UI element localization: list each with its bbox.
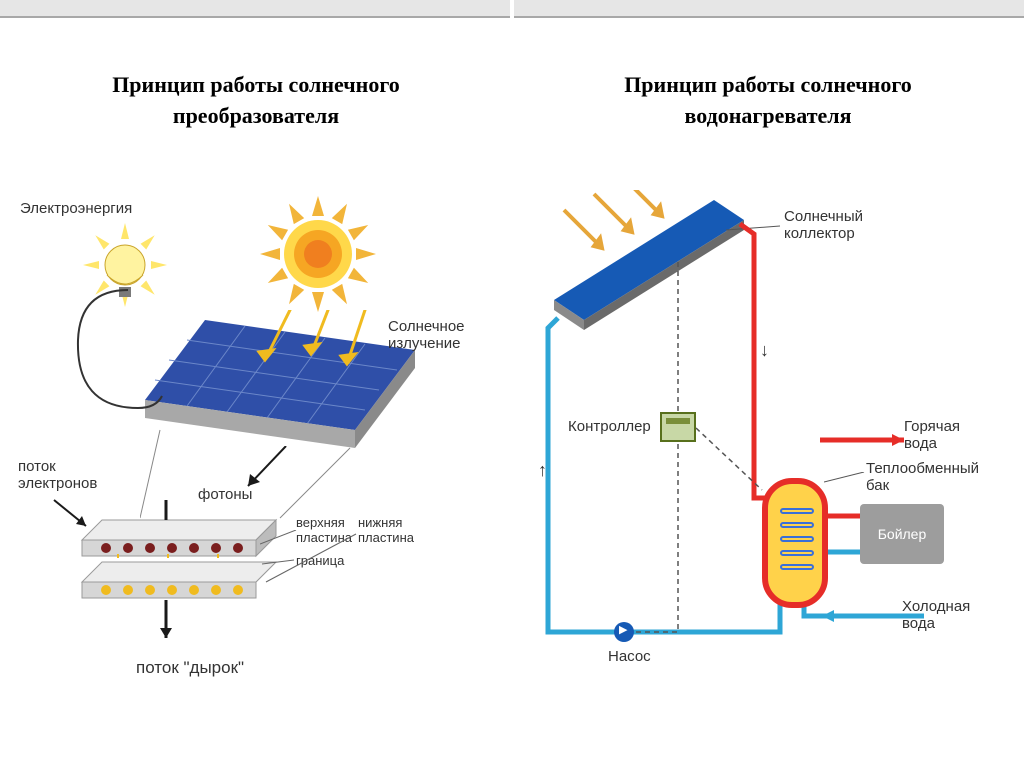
label-electron-flow-l1: поток bbox=[18, 458, 56, 475]
arrow-photons bbox=[242, 446, 302, 506]
titles-row: Принцип работы солнечного преобразовател… bbox=[0, 70, 1024, 132]
label-solar-radiation-l1: Солнечное bbox=[388, 318, 465, 335]
pump-icon bbox=[614, 622, 634, 642]
boiler-box: Бойлер bbox=[860, 504, 944, 564]
title-right-l1: Принцип работы солнечного bbox=[624, 72, 912, 97]
label-electricity: Электроэнергия bbox=[20, 200, 132, 217]
label-cold-water-l2: вода bbox=[902, 615, 935, 632]
label-exchanger: Теплообменный бак bbox=[866, 460, 979, 495]
arrow-up-icon: ↑ bbox=[538, 460, 547, 481]
plate-label-leaders bbox=[260, 530, 420, 600]
label-hot-water-l1: Горячая bbox=[904, 418, 960, 435]
heat-exchange-tank bbox=[762, 478, 828, 608]
label-hot-water: Горячая вода bbox=[904, 418, 960, 453]
label-solar-radiation: Солнечное излучение bbox=[388, 318, 465, 353]
title-left-l1: Принцип работы солнечного bbox=[112, 72, 400, 97]
arrow-down-icon: ↓ bbox=[760, 340, 769, 361]
solar-converter-diagram: Электроэнергия bbox=[20, 200, 510, 720]
label-top-plate-l1: верхняя bbox=[296, 515, 345, 530]
boiler-label: Бойлер bbox=[878, 526, 927, 542]
label-hole-flow: поток "дырок" bbox=[136, 658, 244, 678]
decor-bar-right bbox=[514, 0, 1024, 18]
controller-box bbox=[660, 412, 696, 442]
label-cold-water-l1: Холодная bbox=[902, 598, 970, 615]
label-cold-water: Холодная вода bbox=[902, 598, 970, 633]
sun-icon bbox=[258, 194, 378, 314]
solar-water-heater-diagram: Солнечный коллектор bbox=[504, 200, 994, 720]
diagram-area: Электроэнергия bbox=[0, 200, 1024, 740]
label-exchanger-l2: бак bbox=[866, 477, 889, 494]
label-controller: Контроллер bbox=[568, 418, 651, 435]
leader-exchanger bbox=[824, 472, 868, 488]
title-left-l2: преобразователя bbox=[173, 103, 339, 128]
label-solar-radiation-l2: излучение bbox=[388, 335, 461, 352]
label-electron-flow-l2: электронов bbox=[18, 475, 97, 492]
label-electron-flow: поток электронов bbox=[18, 458, 97, 493]
label-hot-water-l2: вода bbox=[904, 435, 937, 452]
label-pump: Насос bbox=[608, 648, 651, 665]
title-right: Принцип работы солнечного водонагревател… bbox=[512, 70, 1024, 132]
decor-bar-left bbox=[0, 0, 510, 18]
label-bottom-plate-l1: нижняя bbox=[358, 515, 402, 530]
arrow-electron-flow bbox=[50, 496, 100, 536]
title-left: Принцип работы солнечного преобразовател… bbox=[0, 70, 512, 132]
label-exchanger-l1: Теплообменный bbox=[866, 460, 979, 477]
title-right-l2: водонагревателя bbox=[684, 103, 851, 128]
